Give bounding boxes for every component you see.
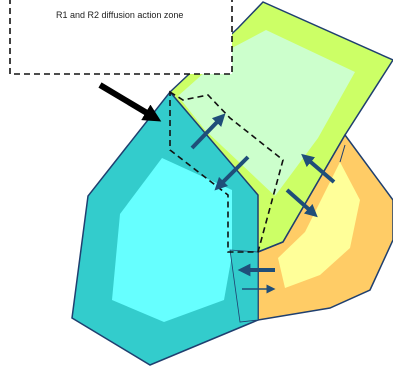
orange-boundary-line-1	[257, 241, 284, 253]
flux-arrow-up-left	[190, 113, 226, 150]
region-orange	[257, 133, 393, 321]
flux-arrow-up-right	[301, 153, 336, 184]
callout-pointer-arrow	[98, 82, 162, 122]
region-yellow-inner	[278, 162, 360, 288]
callout-box	[9, 0, 233, 75]
flux-arrow-down-left	[214, 155, 250, 191]
region-cyan-inner	[112, 158, 232, 322]
callout-text: R1 and R2 diffusion action zone	[56, 10, 183, 20]
orange-boundary-line-2	[339, 144, 346, 163]
callout: R1 and R2 diffusion action zone	[9, 0, 233, 75]
flux-arrow-down-right	[285, 188, 318, 218]
